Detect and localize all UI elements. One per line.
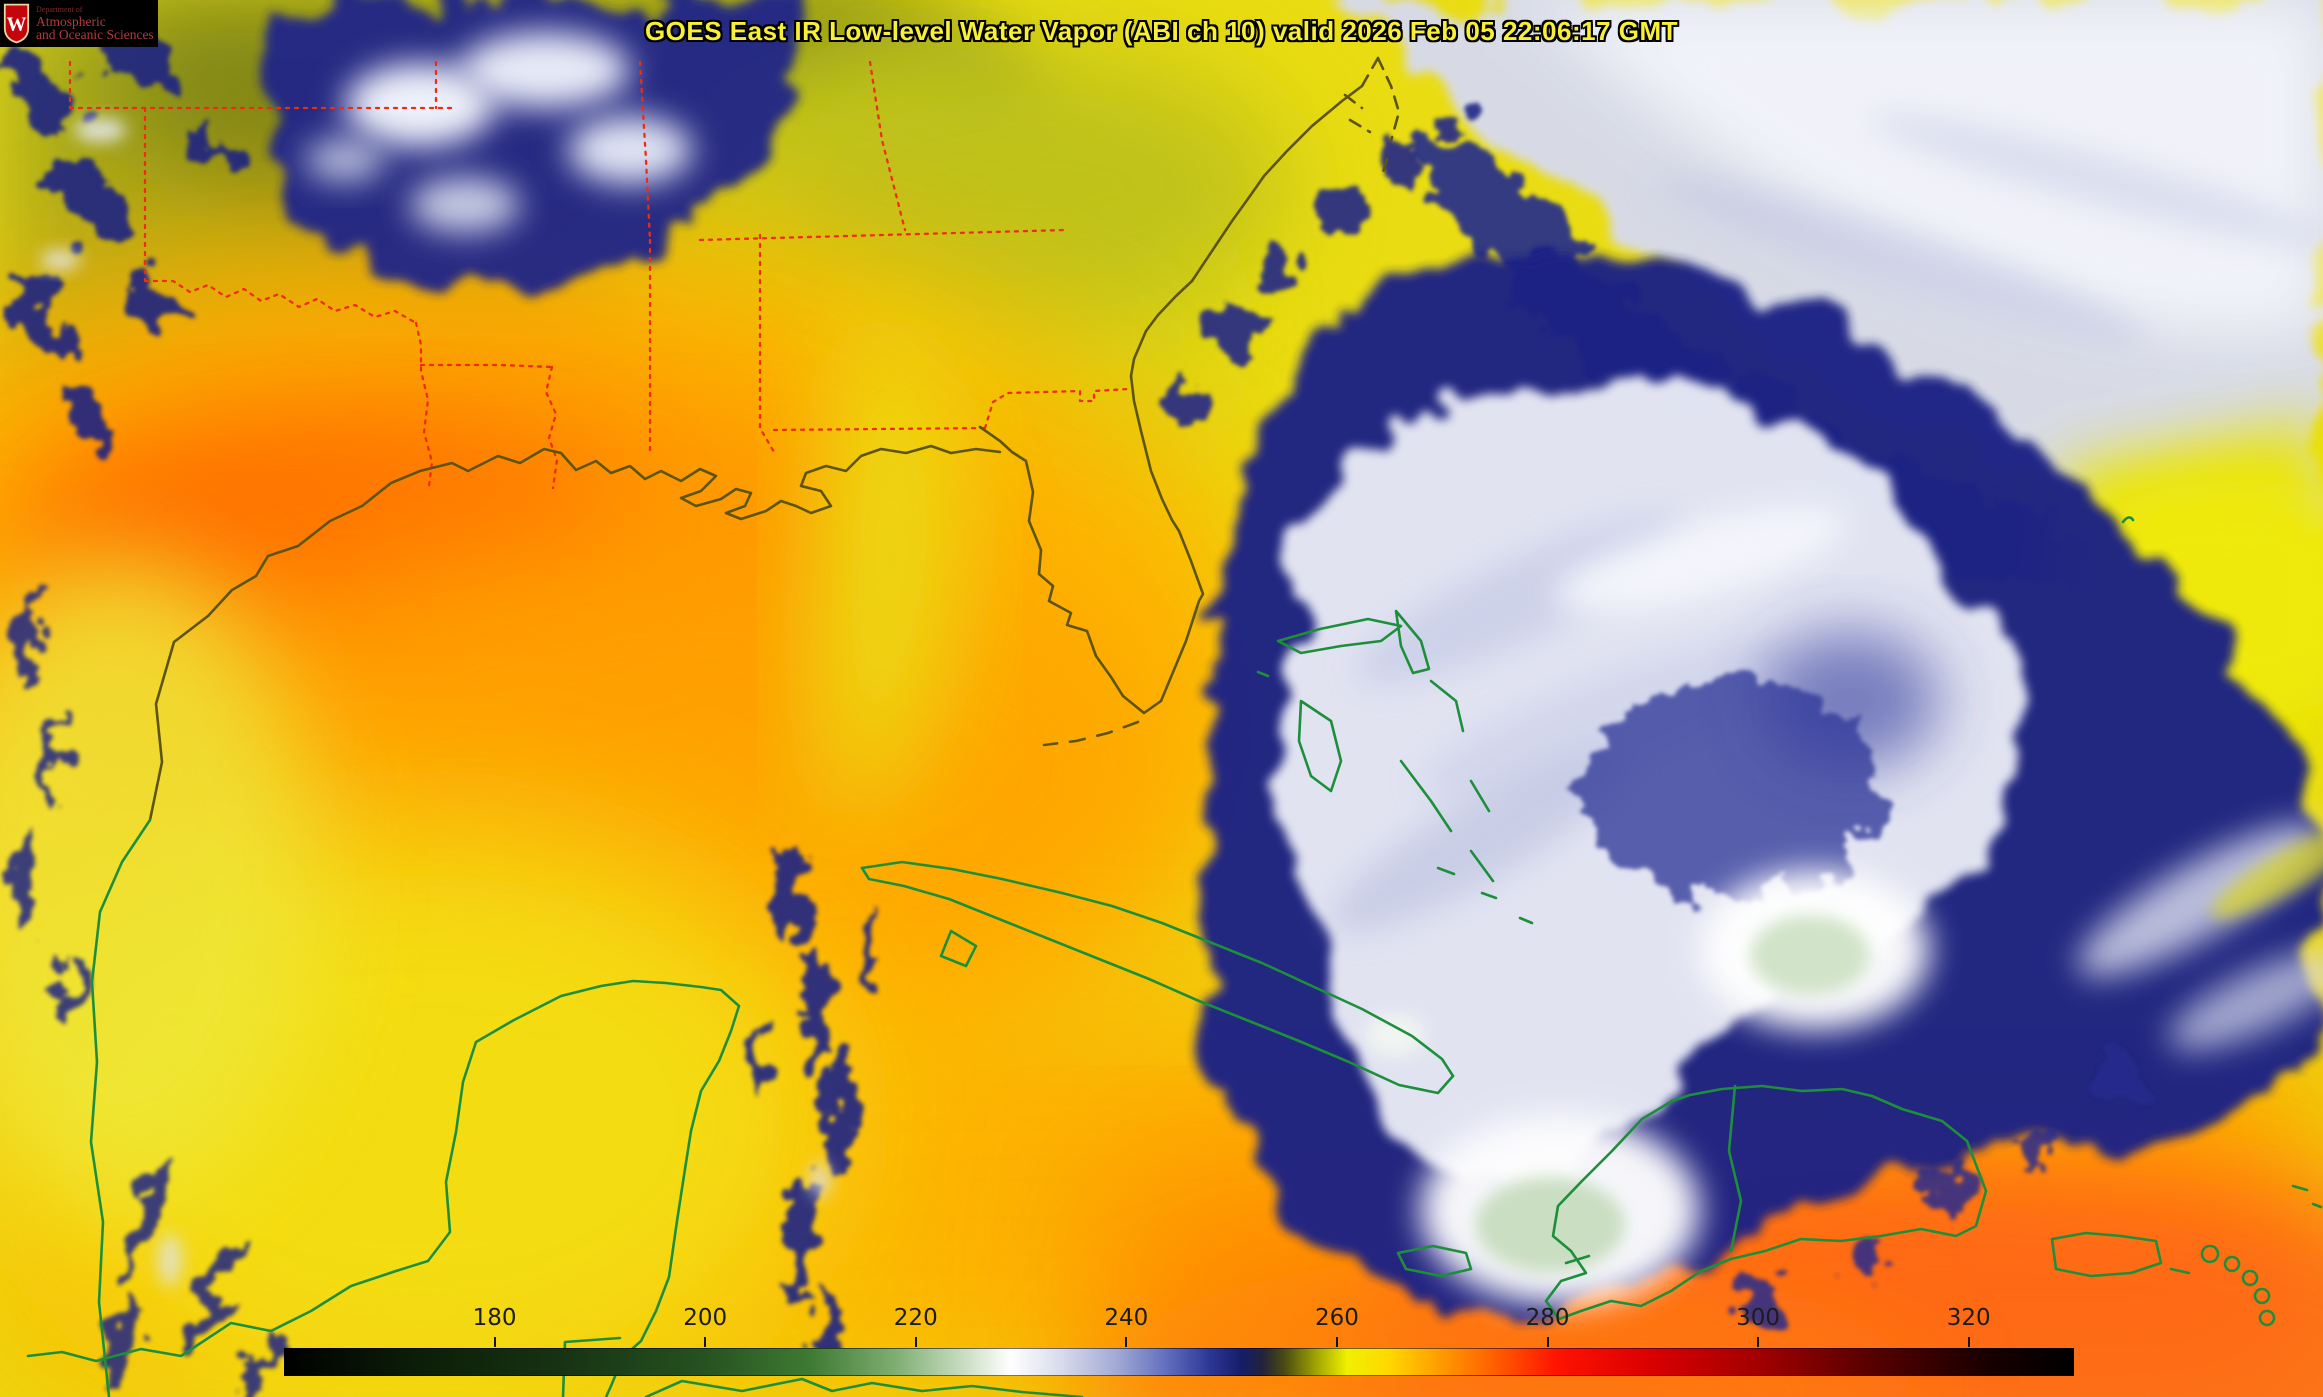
colorbar-tick-label: 280 bbox=[1525, 1305, 1570, 1331]
colorbar-tick bbox=[704, 1337, 707, 1347]
caribbean-coastline bbox=[26, 516, 2323, 1397]
us-coastline bbox=[148, 56, 1401, 822]
colorbar-tick-label: 240 bbox=[1104, 1305, 1149, 1331]
logo-text: Department of Atmospheric and Oceanic Sc… bbox=[36, 4, 154, 42]
logo-line2: and Oceanic Sciences bbox=[36, 27, 154, 42]
colorbar-gradient bbox=[284, 1348, 2074, 1376]
colorbar-tick bbox=[1757, 1337, 1760, 1347]
map-boundaries bbox=[26, 56, 2323, 1397]
colorbar-tick-label: 220 bbox=[893, 1305, 938, 1331]
image-title: GOES East IR Low-level Water Vapor (ABI … bbox=[644, 16, 1679, 46]
colorbar-tick-label: 320 bbox=[1946, 1305, 1991, 1331]
colorbar-tick bbox=[1335, 1337, 1338, 1347]
colorbar: 180 200 220 240 260 280 300 320 bbox=[284, 1305, 2074, 1376]
colorbar-tick bbox=[914, 1337, 917, 1347]
colorbar-tick bbox=[1125, 1337, 1128, 1347]
crest-letter: W bbox=[7, 14, 27, 36]
colorbar-tick-label: 200 bbox=[683, 1305, 728, 1331]
colorbar-tick bbox=[1546, 1337, 1549, 1347]
uw-aos-logo: W Department of Atmospheric and Oceanic … bbox=[0, 0, 158, 47]
colorbar-tick bbox=[493, 1337, 496, 1347]
state-borders bbox=[68, 60, 1130, 490]
colorbar-tick-label: 300 bbox=[1736, 1305, 1781, 1331]
logo-line1: Atmospheric bbox=[36, 13, 106, 29]
logo-dept-line: Department of bbox=[36, 4, 83, 14]
uw-crest-icon: W bbox=[3, 3, 30, 44]
colorbar-tick bbox=[1967, 1337, 1970, 1347]
colorbar-tick-label: 260 bbox=[1314, 1305, 1359, 1331]
colorbar-tick-label: 180 bbox=[472, 1305, 517, 1331]
